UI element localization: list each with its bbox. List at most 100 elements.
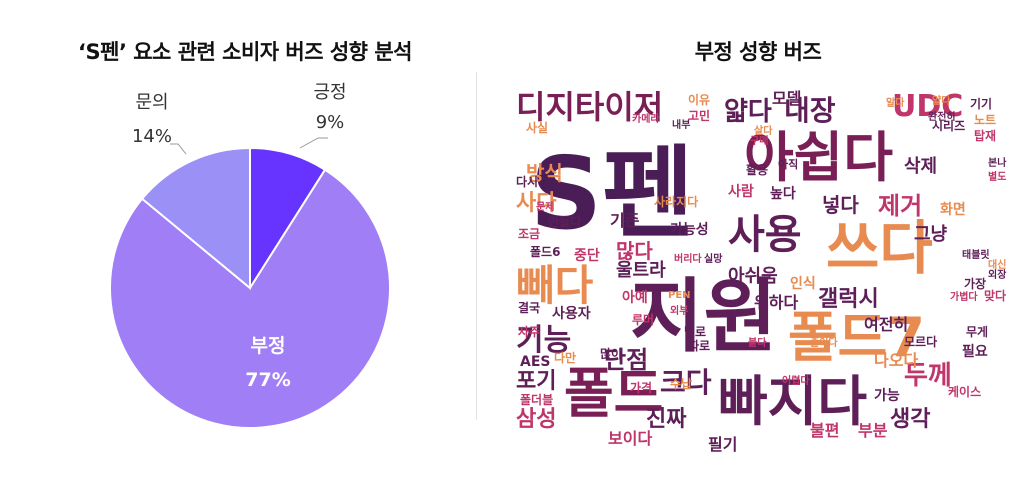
word-cloud-word: 다만 xyxy=(554,350,576,365)
word-cloud-word: 기존 xyxy=(610,211,640,230)
word-cloud-word: 맞다 xyxy=(984,288,1006,303)
word-cloud-word: 만들다 xyxy=(548,214,581,229)
word-cloud-word: 부분 xyxy=(858,421,888,440)
word-cloud-word: 디지타이저 xyxy=(516,88,663,126)
word-cloud-word: 수납 xyxy=(670,377,692,391)
word-cloud-word: 사다 xyxy=(516,191,557,216)
word-cloud-word: 살다 xyxy=(754,124,773,137)
word-cloud-word: 태블릿 xyxy=(962,248,990,261)
word-cloud-word: 여전히 xyxy=(864,315,908,334)
word-cloud-word: 넣다 xyxy=(822,193,859,217)
pie-slice-value-2: 77% xyxy=(245,369,290,391)
word-cloud-word: 그냥 xyxy=(914,224,948,245)
word-cloud-word: 탑재 xyxy=(974,129,996,143)
word-cloud-word: 기기 xyxy=(970,96,992,111)
word-cloud-word: AES xyxy=(520,354,550,370)
word-cloud-word: 활용 xyxy=(746,162,768,177)
word-cloud-word: 별로 xyxy=(684,324,706,339)
word-cloud-word: 쓰다 xyxy=(826,214,933,282)
word-cloud-word: 본나 xyxy=(988,156,1007,169)
word-cloud-word: 빼다 xyxy=(516,261,594,310)
word-cloud-word: 결국 xyxy=(518,300,540,315)
word-cloud-word: 내장 xyxy=(784,94,836,127)
pie-leader-line-1 xyxy=(299,137,328,149)
word-cloud-word: 어렵다 xyxy=(782,374,810,387)
word-cloud-word: 필기 xyxy=(708,435,737,454)
word-cloud-word: 빠지다 xyxy=(718,370,867,433)
word-cloud-word: 폴더블 xyxy=(520,392,553,407)
word-cloud-word: 화면 xyxy=(940,201,966,218)
word-cloud-word: 인식 xyxy=(790,275,816,292)
word-cloud-word: 이유 xyxy=(688,92,710,107)
word-cloud-word: 구매 xyxy=(750,134,768,147)
word-cloud-word: 대신 xyxy=(988,258,1006,271)
word-cloud-word: 아쉽다 xyxy=(744,126,893,189)
word-cloud-word: 방식 xyxy=(526,161,563,185)
word-cloud-word: 갤럭시 xyxy=(818,287,879,312)
word-cloud-word: 아쉬움 xyxy=(728,266,778,287)
word-cloud-word: 사람 xyxy=(728,184,754,200)
word-cloud-word: 자주 xyxy=(518,324,540,339)
word-cloud-word: 얇다 xyxy=(932,94,951,107)
word-cloud-word: UDC xyxy=(892,89,963,124)
word-cloud-word: 버리다 xyxy=(674,252,702,265)
word-cloud-word: 모델 xyxy=(772,89,801,108)
word-cloud-word: 가능 xyxy=(874,388,900,404)
word-cloud-word: PEN xyxy=(668,290,691,301)
word-cloud-word: 다시 xyxy=(516,174,538,189)
word-cloud-word: 보이다 xyxy=(608,429,652,448)
pie-slice-3 xyxy=(140,146,251,291)
panel-divider xyxy=(476,72,477,420)
word-cloud-word: 불편 xyxy=(810,421,839,440)
word-cloud-word: 제거 xyxy=(878,192,922,220)
word-cloud-word: 얇다 xyxy=(724,97,772,127)
word-cloud-word: 고민 xyxy=(688,108,710,123)
word-cloud-word: 단점 xyxy=(604,346,648,374)
word-cloud-word: 줄이다 xyxy=(810,336,838,349)
word-cloud-word: 가격 xyxy=(630,380,652,395)
pie-slice-label-3: 문의 xyxy=(135,92,168,113)
word-cloud-word: 외부 xyxy=(670,305,688,317)
word-cloud-word: 문제 xyxy=(536,200,554,213)
word-cloud-word: 높다 xyxy=(770,186,796,202)
pie-slice-2 xyxy=(109,168,391,429)
word-cloud-word: 폴드6 xyxy=(530,244,560,259)
word-cloud-word: 삭제 xyxy=(904,156,937,177)
word-cloud-word: 외장 xyxy=(988,268,1007,281)
word-cloud-word: 완전히 xyxy=(928,110,956,123)
word-cloud-word: 알다 xyxy=(886,96,905,109)
word-cloud-word: 두께 xyxy=(904,361,952,391)
word-cloud-word: 많이 xyxy=(600,346,622,361)
word-cloud-word: 지원 xyxy=(630,270,777,363)
pie-slice-label-1: 긍정 xyxy=(313,82,346,103)
word-cloud-word: 케이스 xyxy=(948,384,981,399)
word-cloud-word: 나오다 xyxy=(874,351,918,370)
word-cloud-title: 부정 성향 버즈 xyxy=(694,40,822,64)
pie-leader-line-3 xyxy=(170,143,187,155)
word-cloud-word: 많다 xyxy=(616,239,653,263)
word-cloud-word: 별도 xyxy=(988,170,1006,183)
word-cloud-word: 무게 xyxy=(966,325,988,339)
word-cloud-word: 따로 xyxy=(688,338,710,353)
word-cloud-word: 사용 xyxy=(728,212,802,258)
pie-chart-title: ‘S펜’ 요소 관련 소비자 버즈 성향 분석 xyxy=(78,40,412,64)
word-cloud-word: 폴드7 xyxy=(788,306,925,369)
pie-slice-value-3: 14% xyxy=(132,126,172,147)
word-cloud-word: 시리즈 xyxy=(932,118,965,133)
pie-chart: 긍정 9% 부정 77% 문의 14% xyxy=(109,82,391,429)
word-cloud-word: 가장 xyxy=(964,276,986,291)
word-cloud-word: 내부 xyxy=(672,118,690,131)
word-cloud-word: 삼성 xyxy=(516,407,556,432)
word-cloud-word: 울트라 xyxy=(616,260,666,281)
pie-slice-label-2: 부정 xyxy=(251,335,286,357)
word-cloud-word: 크다 xyxy=(660,366,712,399)
word-cloud-word: 중단 xyxy=(574,247,600,264)
pie-slice-value-1: 9% xyxy=(316,112,345,133)
word-cloud-word: 아직 xyxy=(778,157,798,171)
word-cloud-word: 위하다 xyxy=(754,293,798,312)
word-cloud-word: 아예 xyxy=(622,289,648,306)
word-cloud-word: 조금 xyxy=(518,227,540,241)
word-cloud-word: 가능성 xyxy=(670,222,709,238)
word-cloud-word: 모르다 xyxy=(904,334,937,349)
